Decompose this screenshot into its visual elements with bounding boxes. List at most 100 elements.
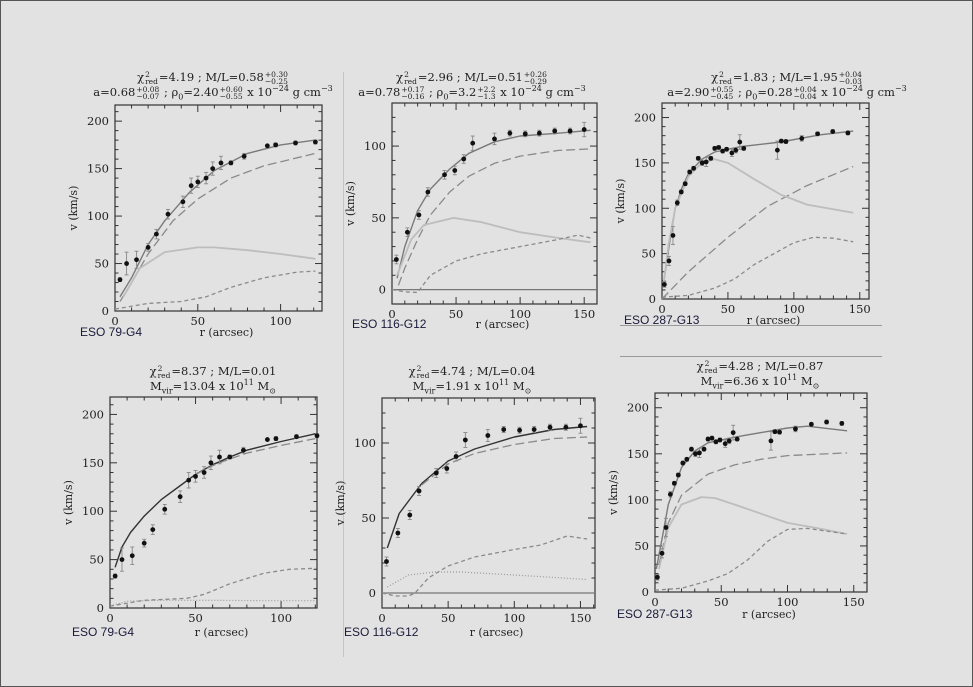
data-point: [312, 139, 318, 145]
data-point: [492, 136, 497, 142]
data-point: [485, 433, 491, 438]
title-text: M: [700, 374, 713, 388]
title-sup-sub: +2.2 −1.3: [477, 86, 495, 101]
data-point: [701, 446, 707, 452]
data-point: [154, 231, 159, 237]
title-sup-sub: 2 red: [704, 359, 718, 375]
title-text: χ: [408, 364, 416, 378]
title-exponent: −24: [272, 84, 289, 94]
data-point: [461, 156, 467, 162]
data-point: [703, 159, 709, 165]
data-point: [724, 146, 730, 152]
data-point: [393, 257, 399, 262]
data-point: [708, 155, 714, 161]
title-text: =1.83 ; M/L=1.95: [732, 70, 838, 84]
x-tick-label: 0: [378, 611, 385, 625]
title-exponent: 11: [243, 378, 254, 388]
curve-halo: [421, 436, 588, 486]
x-tick-label: 50: [721, 302, 736, 316]
title-sup-sub: 2 red: [404, 70, 417, 86]
title-text: x 10: [817, 85, 847, 99]
curve-gas: [654, 527, 848, 591]
x-axis-label: r (arcsec): [747, 314, 801, 327]
curve-halo: [658, 452, 848, 565]
title-text: x 10: [243, 85, 273, 99]
galaxy-name: ESO 116-G12: [344, 625, 419, 639]
data-point: [241, 153, 247, 159]
title-text: ; ρ: [160, 85, 179, 99]
y-tick-label: 100: [87, 209, 109, 223]
x-tick-label: 100: [509, 307, 531, 321]
data-point: [678, 189, 684, 195]
title-sup-sub: +0.04 −0.04: [793, 85, 817, 101]
title-superscript: +0.30: [264, 70, 288, 79]
data-point: [453, 454, 459, 459]
data-point: [195, 179, 201, 185]
title-sup-sub: 2 red: [416, 364, 430, 380]
data-point: [517, 427, 522, 433]
x-tick-label: 150: [569, 611, 591, 625]
title-subscript: red: [416, 371, 430, 380]
data-point: [264, 143, 270, 149]
x-axis-label: r (arcsec): [470, 626, 524, 639]
data-point: [729, 150, 735, 156]
data-point: [193, 473, 198, 479]
title-subscript: red: [404, 77, 417, 86]
title-exponent: 11: [499, 378, 510, 388]
x-axis-label: r (arcsec): [742, 608, 796, 621]
title-superscript: 2: [145, 70, 150, 79]
data-point: [217, 454, 222, 460]
galaxy-name: ESO 116-G12: [352, 317, 427, 331]
title-line: Mvir=6.36 x 1011 M⊙: [697, 374, 824, 390]
data-point: [462, 437, 468, 443]
title-text: =4.28 ; M/L=0.87: [718, 359, 824, 373]
title-text: ; ρ: [734, 85, 753, 99]
title-text: χ: [137, 70, 145, 84]
y-tick-label: 0: [97, 601, 104, 615]
data-point: [830, 129, 836, 134]
data-point: [722, 441, 728, 447]
title-text: χ: [711, 70, 719, 84]
curve-disk: [658, 496, 848, 570]
x-tick-label: 100: [783, 302, 805, 316]
y-tick-label: 150: [634, 156, 656, 170]
panel-title: χ 2 red =1.83 ; M/L=1.95 +0.04 −0.03 a=2.90 +0.…: [667, 70, 907, 102]
title-text: a=0.68: [93, 85, 136, 99]
data-point: [712, 145, 718, 151]
title-subscript: vir: [424, 386, 436, 396]
title-text: M: [509, 379, 525, 393]
data-point: [180, 199, 186, 205]
title-text: a=2.90: [667, 85, 710, 99]
y-tick-label: 0: [102, 304, 109, 318]
title-sup-sub: +0.17 −0.16: [401, 86, 425, 101]
title-superscript: 2: [704, 359, 710, 368]
title-subscript: −0.29: [523, 77, 547, 86]
curve-total: [396, 129, 591, 279]
title-exponent: −3: [573, 84, 586, 94]
data-point: [208, 460, 214, 466]
y-tick-label: 150: [627, 447, 649, 461]
panel-divider: [343, 72, 344, 657]
data-point: [442, 172, 447, 178]
data-point: [112, 573, 118, 579]
y-axis-label: v (km/s): [614, 179, 627, 225]
data-point: [314, 433, 320, 439]
x-tick-label: 0: [111, 314, 118, 328]
curve-total: [119, 139, 316, 298]
data-point: [824, 419, 829, 425]
title-subscript: 0: [752, 92, 758, 102]
title-subscript: red: [719, 77, 732, 86]
title-superscript: +0.04: [793, 85, 817, 94]
title-superscript: 2: [404, 70, 409, 79]
y-axis-label: v (km/s): [344, 181, 357, 227]
data-point: [716, 145, 722, 150]
title-subscript: −0.16: [401, 92, 425, 101]
data-point: [416, 488, 422, 494]
curve-halo: [195, 437, 316, 475]
y-tick-label: 200: [82, 407, 104, 421]
title-text: =4.19 ; M/L=0.58: [158, 70, 264, 84]
curve-halo: [397, 148, 591, 286]
data-point: [119, 557, 125, 563]
title-superscript: 2: [416, 364, 422, 373]
x-axis-label: r (arcsec): [195, 626, 249, 639]
